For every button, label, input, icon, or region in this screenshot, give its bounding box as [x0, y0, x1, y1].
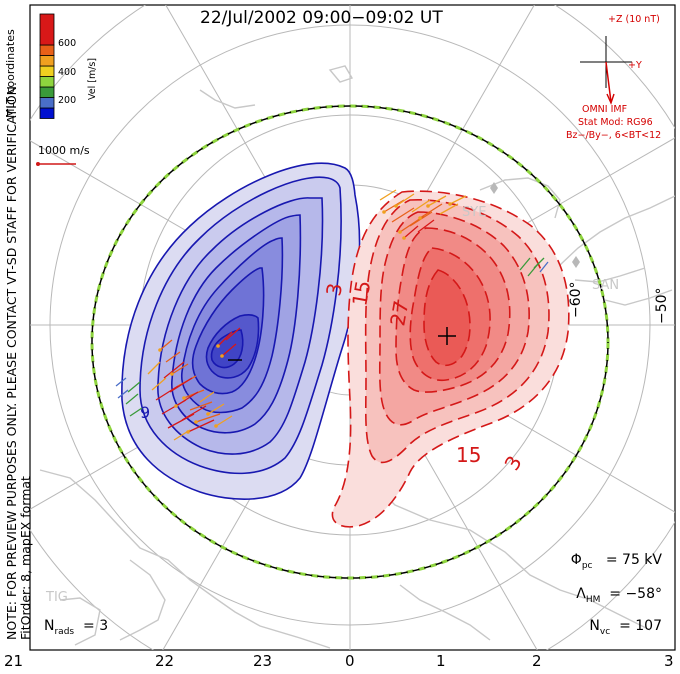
velocity-vectors-dusk [115, 327, 241, 441]
negative-potential-cell [121, 162, 361, 500]
preview-note: NOTE: FOR PREVIEW PURPOSES ONLY. PLEASE … [4, 82, 19, 640]
scale-vector-label: 1000 m/s [38, 144, 90, 157]
colorbar-unit: Vel [m/s] [87, 58, 98, 100]
cross-polar-potential: Φpc = 75 kV [571, 552, 662, 571]
station-labels: TIG SYE SAN [45, 205, 619, 605]
lambda-value: = −58° [609, 586, 662, 602]
station-label: SYE [462, 205, 486, 220]
contour-label: 27 [385, 299, 413, 328]
nrads-value: = 3 [83, 618, 109, 634]
fit-order-note: FitOrder: 8, mapEX format [18, 476, 33, 640]
radar-sites [490, 182, 580, 268]
potential-maximum-marker [438, 327, 456, 345]
imf-scale-label: +Z (10 nT) [608, 14, 660, 25]
lambda-symbol: Λ [576, 586, 586, 602]
mlt-label: 0 [345, 652, 355, 670]
imf-stat-mod: Stat Mod: RG96 [578, 117, 653, 128]
station-label: SAN [592, 278, 619, 293]
contour-label: 15 [347, 279, 375, 308]
map-frame [29, 4, 676, 651]
colorbar-tick: 600 [58, 38, 76, 49]
mlt-label: 3 [664, 652, 674, 670]
scale-vector: 1000 m/s [36, 144, 90, 166]
imf-dial [580, 36, 632, 105]
imf-source: OMNI IMF [582, 104, 627, 115]
contour-label: 9 [140, 403, 150, 422]
velocity-colorbar [39, 13, 55, 119]
vector-count: Nvc = 107 [589, 618, 662, 637]
nvc-value: = 107 [619, 618, 662, 634]
contour-label: 3 [321, 281, 347, 298]
lambda-subscript: HM [585, 594, 601, 605]
contour-labels: 3 15 27 15 3 9 [140, 279, 527, 475]
positive-potential-cell [331, 190, 570, 528]
latitude-label: −60° [568, 281, 584, 318]
station-label: TIG [45, 590, 68, 605]
nvc-subscript: vc [599, 626, 611, 637]
mlt-label: 23 [253, 652, 273, 670]
hm-boundary [91, 105, 609, 579]
hm-latitude: ΛHM = −58° [576, 586, 662, 605]
nrads-symbol: N [44, 618, 55, 634]
nvc-symbol: N [589, 618, 600, 634]
colorbar-tick: 200 [58, 95, 76, 106]
mlt-label: 2 [532, 652, 542, 670]
nrads-subscript: rads [54, 626, 75, 637]
radar-count: Nrads = 3 [44, 618, 108, 637]
imf-bin: Bz−/By−, 6<BT<12 [566, 130, 661, 141]
mlt-label: 1 [436, 652, 446, 670]
mlt-label: 21 [4, 652, 24, 670]
mlt-label: 22 [155, 652, 175, 670]
velocity-vectors-dawn [379, 189, 549, 277]
colorbar-tick: 400 [58, 67, 76, 78]
latitude-label: −50° [654, 287, 670, 324]
contour-label: 15 [456, 443, 481, 467]
contour-label: 3 [500, 451, 527, 474]
imf-y-label: +Y [628, 60, 642, 71]
phi-value: = 75 kV [605, 552, 662, 568]
map-title: 22/Jul/2002 09:00−09:02 UT [200, 8, 443, 28]
phi-subscript: pc [581, 560, 593, 571]
phi-symbol: Φ [570, 552, 582, 568]
